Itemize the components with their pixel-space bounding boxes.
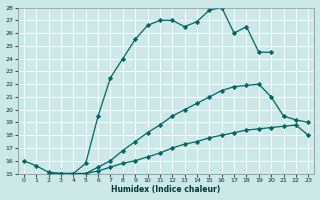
X-axis label: Humidex (Indice chaleur): Humidex (Indice chaleur) (111, 185, 221, 194)
